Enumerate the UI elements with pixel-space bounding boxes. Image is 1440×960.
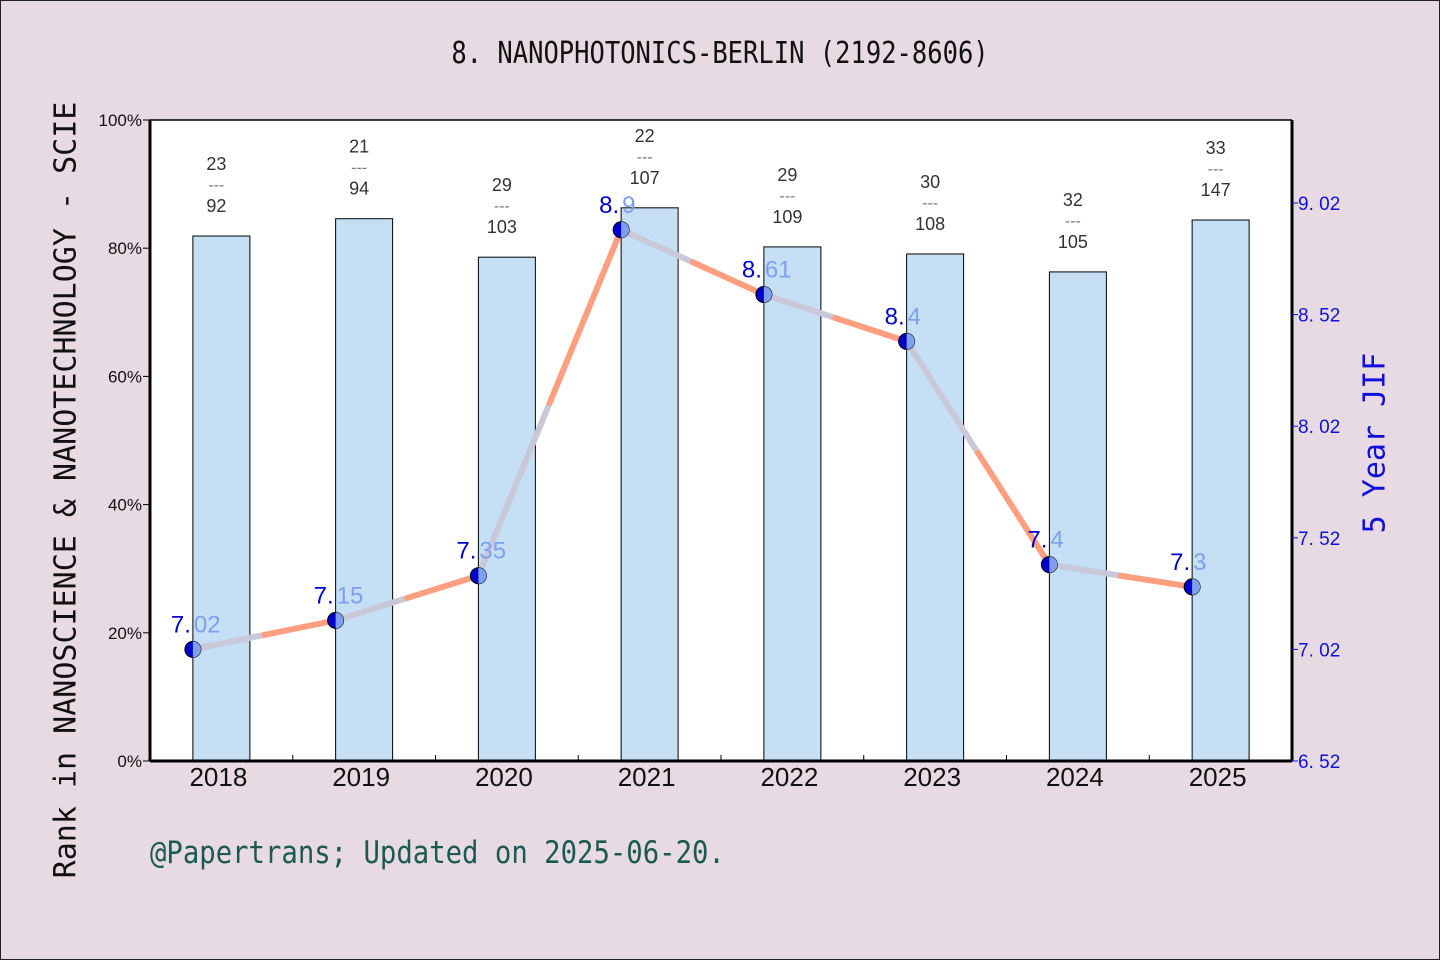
jif-line-segment [1117,572,1196,590]
jif-marker-half [335,612,344,629]
bar-2023 [906,253,965,762]
bar-annotation-rank: 29 [492,175,512,195]
x-tick-label: 2023 [903,762,961,792]
bar-annotation-sep: --- [1065,213,1081,230]
bar-annotation-rank: 29 [777,165,797,185]
bar-annotation-total: 147 [1201,180,1231,200]
jif-marker-half [478,567,487,584]
jif-point-label-int: 8. [599,192,619,219]
jif-marker-half [1049,556,1058,573]
bar-2025 [1191,219,1250,762]
jif-point-label-int: 7. [456,538,476,565]
bar-2021 [620,207,679,762]
bar-annotation-total: 103 [487,217,517,237]
jif-point-label-int: 7. [171,611,191,638]
jif-point-label-frac: 9 [622,192,635,219]
jif-line-segment [689,259,767,298]
jif-point-label-frac: 02 [194,611,221,638]
jif-line-segment [1046,561,1124,579]
jif-marker-half [763,286,772,303]
left-tick-label: 80% [108,239,142,258]
jif-marker-half [906,333,915,350]
bar-annotation-rank: 22 [635,126,655,146]
bar-annotation-rank: 30 [920,172,940,192]
jif-line-segment [546,226,625,406]
right-tick-label: 6. 52 [1298,752,1340,773]
bar-annotation-rank: 33 [1206,138,1226,158]
jif-point-label-frac: 3 [1193,549,1206,576]
bar-annotation-sep: --- [1208,161,1224,178]
bar-annotation-total: 94 [349,179,369,199]
bar-annotation-sep: --- [779,188,795,205]
bar-annotation-sep: --- [637,149,653,166]
left-tick-label: 60% [108,367,142,386]
x-tick-label: 2022 [760,762,818,792]
right-tick-label: 8. 52 [1298,306,1340,327]
jif-point-label-int: 8. [742,257,762,284]
bar-annotation-total: 107 [630,168,660,188]
jif-point-label-int: 7. [314,582,334,609]
jif-line-segment [189,631,268,653]
bar-2018 [192,235,251,762]
jif-point-label-frac: 4 [908,303,921,330]
x-tick-label: 2021 [618,762,676,792]
jif-point-label-int: 8. [885,303,905,330]
jif-point-label-int: 7. [1170,549,1190,576]
bar-annotation-total: 109 [772,207,802,227]
jif-line-segment [975,449,1053,568]
bar-annotation-rank: 23 [206,154,226,174]
bar-annotation-total: 105 [1058,232,1088,252]
bar-annotation-rank: 32 [1063,190,1083,210]
bar-annotation-rank: 21 [349,137,369,157]
bar-annotation-sep: --- [208,177,224,194]
bar-annotation-sep: --- [494,198,510,215]
jif-point-label-frac: 4 [1050,527,1063,554]
footer-credit: @Papertrans; Updated on 2025-06-20. [150,835,725,871]
jif-line-segment [760,291,839,321]
x-tick-label: 2024 [1046,762,1104,792]
left-tick-label: 40% [108,496,142,515]
x-tick-label: 2020 [475,762,533,792]
bar-2022 [763,246,822,762]
jif-line-segment [261,617,339,638]
jif-line-segment [618,226,696,266]
x-tick-label: 2025 [1189,762,1247,792]
chart-title: 8. NANOPHOTONICS-BERLIN (2192-8606) [451,36,989,71]
jif-point-label-frac: 15 [337,582,364,609]
right-tick-label: 7. 52 [1298,529,1340,550]
bar-2019 [335,218,394,762]
jif-marker-half [192,641,201,658]
bar-annotation-total: 108 [915,214,945,234]
jif-line-segment [404,572,482,602]
jif-line-segment [332,595,410,624]
right-tick-label: 7. 02 [1298,640,1340,661]
x-tick-label: 2019 [332,762,390,792]
left-tick-label: 0% [117,752,142,771]
left-tick-label: 100% [99,111,142,130]
jif-point-label-frac: 61 [765,257,792,284]
x-tick-label: 2018 [189,762,247,792]
bar-annotation-sep: --- [922,195,938,212]
jif-marker-half [1192,578,1201,595]
bar-2024 [1048,271,1107,762]
bar-annotation-total: 92 [206,196,226,216]
left-tick-label: 20% [108,624,142,643]
jif-line-segment [903,338,981,456]
jif-line-segment [475,399,553,579]
right-tick-label: 8. 02 [1298,417,1340,438]
jif-point-label-frac: 35 [479,538,506,565]
jif-line-segment [832,314,910,345]
bar-annotation-sep: --- [351,160,367,177]
jif-marker-half [621,221,630,238]
jif-point-label-int: 7. [1027,527,1047,554]
plot-area [150,120,1292,761]
right-tick-label: 9. 02 [1298,194,1340,215]
